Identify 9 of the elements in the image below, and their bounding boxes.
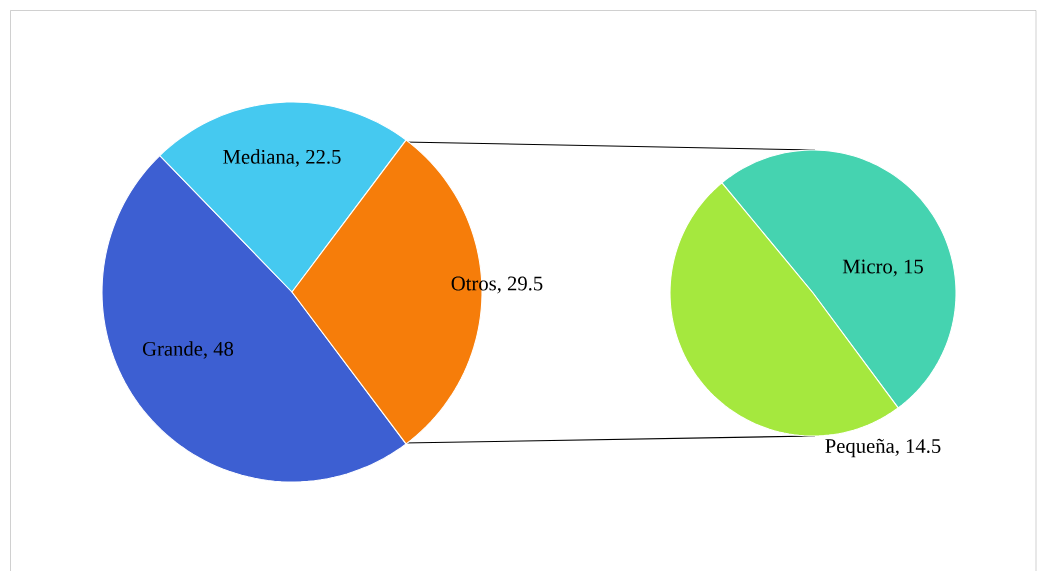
data-label: , 48	[203, 341, 234, 359]
slice-label: Grande	[142, 341, 203, 356]
data-label: , 15	[893, 259, 923, 277]
slice-label: Pequeña	[825, 438, 895, 458]
slice-label: Mediana	[223, 149, 295, 164]
data-label: , 29.5	[497, 276, 543, 294]
data-label: , 22.5	[295, 149, 341, 167]
data-label: , 14.5	[895, 439, 941, 456]
slice-label: Micro	[842, 259, 892, 274]
